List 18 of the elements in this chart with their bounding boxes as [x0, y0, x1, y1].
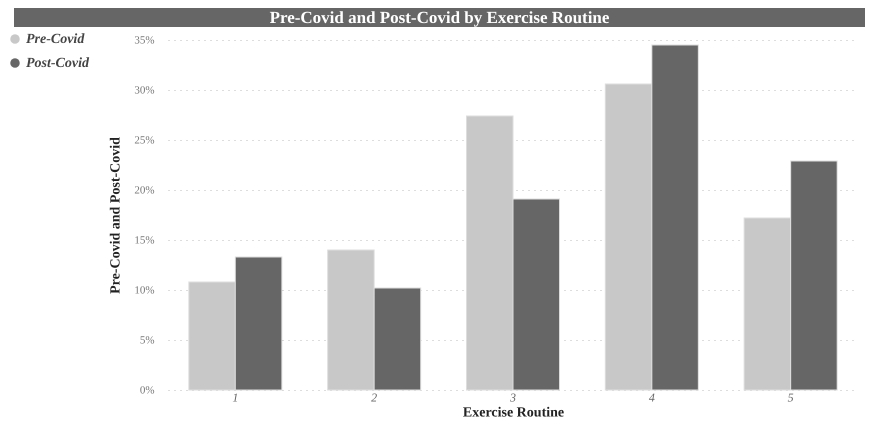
y-tick-label: 0%	[140, 384, 154, 396]
x-tick-label: 4	[648, 390, 655, 404]
y-tick-label: 20%	[134, 184, 154, 196]
y-tick-label: 25%	[134, 134, 154, 146]
x-tick-label: 5	[788, 390, 794, 404]
chart-title: Pre-Covid and Post-Covid by Exercise Routine	[14, 8, 865, 27]
x-tick-label: 2	[371, 390, 378, 404]
y-axis-title: Pre-Covid and Post-Covid	[108, 136, 124, 294]
x-axis-title: Exercise Routine	[462, 406, 564, 420]
legend-label: Pre-Covid	[26, 32, 86, 47]
legend-label: Post-Covid	[26, 56, 90, 71]
x-tick-label: 1	[232, 390, 238, 404]
y-tick-label: 30%	[134, 84, 154, 96]
x-tick-label: 3	[509, 390, 516, 404]
y-tick-label: 5%	[140, 334, 154, 346]
y-tick-label: 35%	[134, 34, 154, 46]
y-tick-label: 15%	[134, 234, 154, 246]
y-tick-label: 10%	[134, 284, 154, 296]
